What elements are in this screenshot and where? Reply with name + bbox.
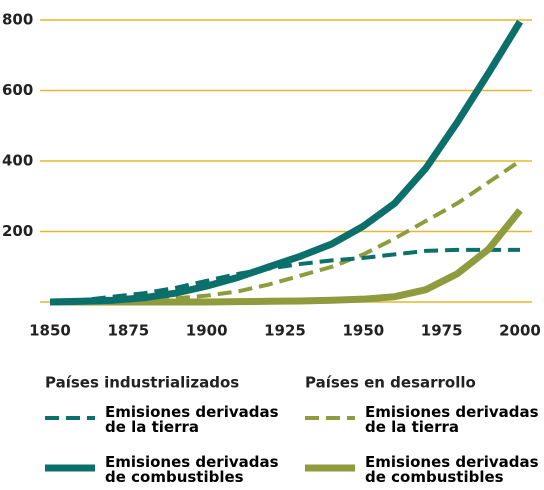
x-tick-label: 1900 xyxy=(186,322,228,340)
y-tick-label: 600 xyxy=(2,81,33,99)
legend-label: Emisiones derivadas de combustibles xyxy=(365,455,539,486)
y-tick-label: 200 xyxy=(2,222,33,240)
legend-group-title: Países industrializados xyxy=(45,374,239,392)
x-tick-label: 1925 xyxy=(264,322,306,340)
x-tick-label: 1975 xyxy=(421,322,463,340)
legend-label: Emisiones derivadas de combustibles xyxy=(105,455,279,486)
legend-label: Emisiones derivadas de la tierra xyxy=(365,405,539,436)
series-line xyxy=(49,19,523,306)
x-tick-label: 1850 xyxy=(29,322,71,340)
y-tick-label: 400 xyxy=(2,152,33,170)
legend-label-box: Emisiones derivadas de la tierra xyxy=(365,405,539,436)
legend-label-box: Emisiones derivadas de combustibles xyxy=(365,455,539,486)
series-line xyxy=(49,247,520,304)
series-line xyxy=(50,208,523,306)
x-tick-label: 1950 xyxy=(342,322,384,340)
series-line xyxy=(49,159,522,304)
legend-label-box: Emisiones derivadas de combustibles xyxy=(105,455,279,486)
y-tick-label: 800 xyxy=(2,11,33,29)
legend-label-box: Emisiones derivadas de la tierra xyxy=(105,405,279,436)
legend-label: Emisiones derivadas de la tierra xyxy=(105,405,279,436)
legend-group-title: Países en desarrollo xyxy=(305,374,476,392)
x-tick-label: 2000 xyxy=(499,322,541,340)
x-tick-label: 1875 xyxy=(107,322,149,340)
